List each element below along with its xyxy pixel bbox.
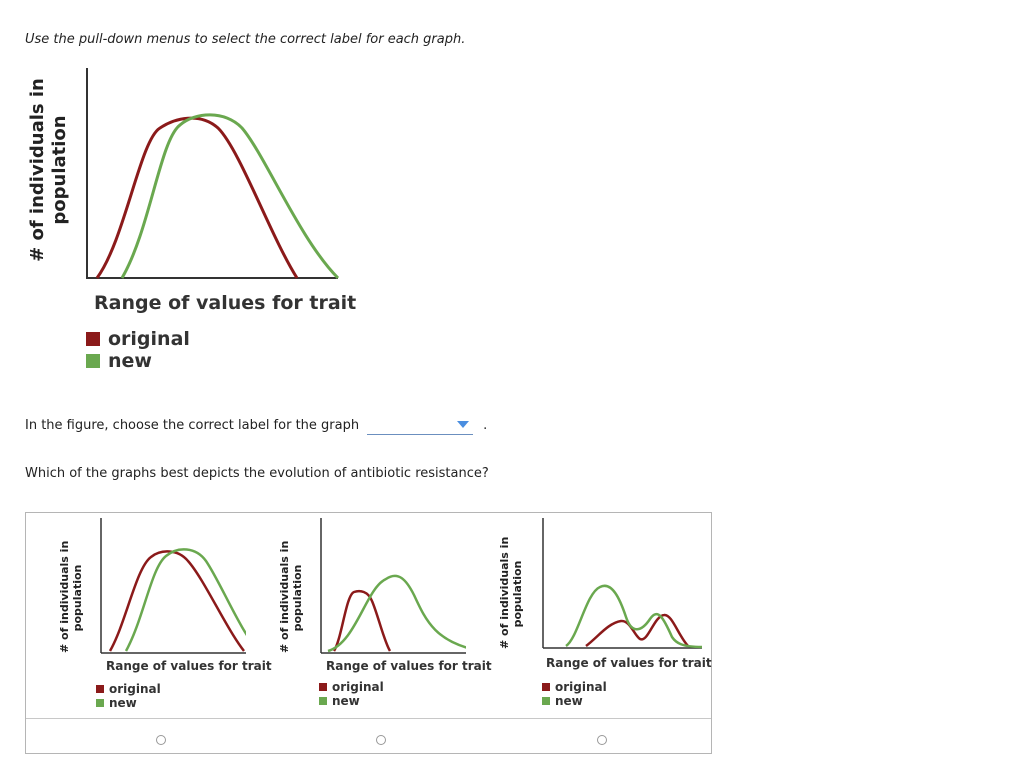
legend-item-new: new xyxy=(86,350,190,372)
choice-1-new-curve xyxy=(124,548,246,652)
choices-divider xyxy=(26,718,711,719)
x-axis-label: Range of values for trait xyxy=(94,292,357,314)
choice-1-y-axis-label: # of individuals in population xyxy=(58,540,84,653)
choice-2-original-swatch xyxy=(319,683,327,691)
legend-item-original: original xyxy=(86,328,190,350)
choice-3-plot xyxy=(542,518,703,649)
original-swatch xyxy=(86,332,100,346)
choice-3-ylabel-line2: population xyxy=(511,560,524,628)
choice-1-plot xyxy=(100,518,246,654)
question-1: In the figure, choose the correct label … xyxy=(25,416,487,435)
new-swatch xyxy=(86,354,100,368)
y-axis-label: # of individuals in population xyxy=(27,75,71,265)
choice-2-legend-label-new: new xyxy=(332,694,360,708)
choice-graph-2: # of individuals in population Range of … xyxy=(246,513,492,718)
choice-1-radio[interactable] xyxy=(156,735,166,745)
choice-2-ylabel-line2: population xyxy=(291,564,304,632)
new-curve xyxy=(120,113,340,280)
y-axis-label-line1: # of individuals in xyxy=(27,78,48,262)
choice-1-legend-original: original xyxy=(96,682,161,696)
question-1-period: . xyxy=(483,418,488,433)
choice-2-radio[interactable] xyxy=(376,735,386,745)
choice-1-ylabel-line1: # of individuals in xyxy=(58,540,71,653)
choice-3-x-axis-label: Range of values for trait xyxy=(546,656,712,670)
choice-3-ylabel-line1: # of individuals in xyxy=(498,536,511,649)
choice-1-legend: original new xyxy=(96,682,161,710)
choice-3-new-curve xyxy=(565,584,703,649)
y-axis-label-line2: population xyxy=(49,115,70,225)
choice-1-original-curve xyxy=(108,550,245,652)
main-graph-plot xyxy=(86,68,340,280)
choice-3-original-curve xyxy=(585,613,689,647)
legend-label-new: new xyxy=(108,350,152,372)
choice-1-x-axis-label: Range of values for trait xyxy=(106,659,272,673)
choice-graph-1: # of individuals in population Range of … xyxy=(26,513,272,718)
chevron-down-icon xyxy=(457,421,470,428)
choice-2-legend: original new xyxy=(319,680,384,708)
choice-2-x-axis-label: Range of values for trait xyxy=(326,659,492,673)
choice-1-legend-new: new xyxy=(96,696,161,710)
main-figure: # of individuals in population Range of … xyxy=(0,60,360,380)
choice-1-original-swatch xyxy=(96,685,104,693)
choice-1-new-swatch xyxy=(96,699,104,707)
choice-3-legend-label-new: new xyxy=(555,694,583,708)
graph-label-dropdown[interactable] xyxy=(367,416,474,435)
instructions: Use the pull-down menus to select the co… xyxy=(25,32,466,47)
answer-choices: # of individuals in population Range of … xyxy=(25,512,712,754)
choice-2-original-curve xyxy=(332,589,392,652)
choice-2-new-swatch xyxy=(319,697,327,705)
choice-3-radio[interactable] xyxy=(597,735,607,745)
choice-2-legend-original: original xyxy=(319,680,384,694)
choice-3-y-axis-label: # of individuals in population xyxy=(498,536,524,649)
choice-2-new-curve xyxy=(327,574,466,653)
choice-3-new-swatch xyxy=(542,697,550,705)
choice-1-legend-label-new: new xyxy=(109,696,137,710)
legend: original new xyxy=(86,328,190,372)
choice-1-legend-label-original: original xyxy=(109,682,161,696)
choice-2-plot xyxy=(320,518,466,654)
choice-2-y-axis-label: # of individuals in population xyxy=(278,540,304,653)
original-curve xyxy=(95,116,299,279)
legend-label-original: original xyxy=(108,328,190,350)
choice-3-legend-new: new xyxy=(542,694,607,708)
choice-graph-3: # of individuals in population Range of … xyxy=(466,513,712,718)
choice-3-legend-label-original: original xyxy=(555,680,607,694)
choice-2-legend-label-original: original xyxy=(332,680,384,694)
question-1-prompt: In the figure, choose the correct label … xyxy=(25,418,360,433)
choice-3-legend-original: original xyxy=(542,680,607,694)
choice-2-ylabel-line1: # of individuals in xyxy=(278,540,291,653)
choice-3-original-swatch xyxy=(542,683,550,691)
question-2-prompt: Which of the graphs best depicts the evo… xyxy=(25,466,489,481)
choice-3-legend: original new xyxy=(542,680,607,708)
choice-2-legend-new: new xyxy=(319,694,384,708)
choice-1-ylabel-line2: population xyxy=(71,564,84,632)
